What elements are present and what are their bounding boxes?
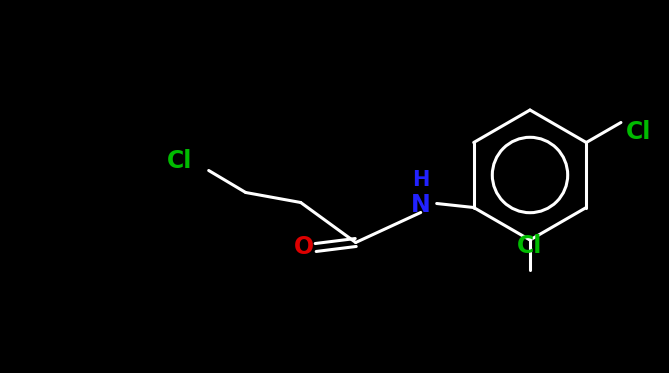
Text: Cl: Cl <box>517 234 543 258</box>
Text: N: N <box>411 192 431 216</box>
Text: Cl: Cl <box>167 148 193 172</box>
Text: O: O <box>294 235 314 260</box>
Text: Cl: Cl <box>626 120 652 144</box>
Text: H: H <box>412 169 429 189</box>
